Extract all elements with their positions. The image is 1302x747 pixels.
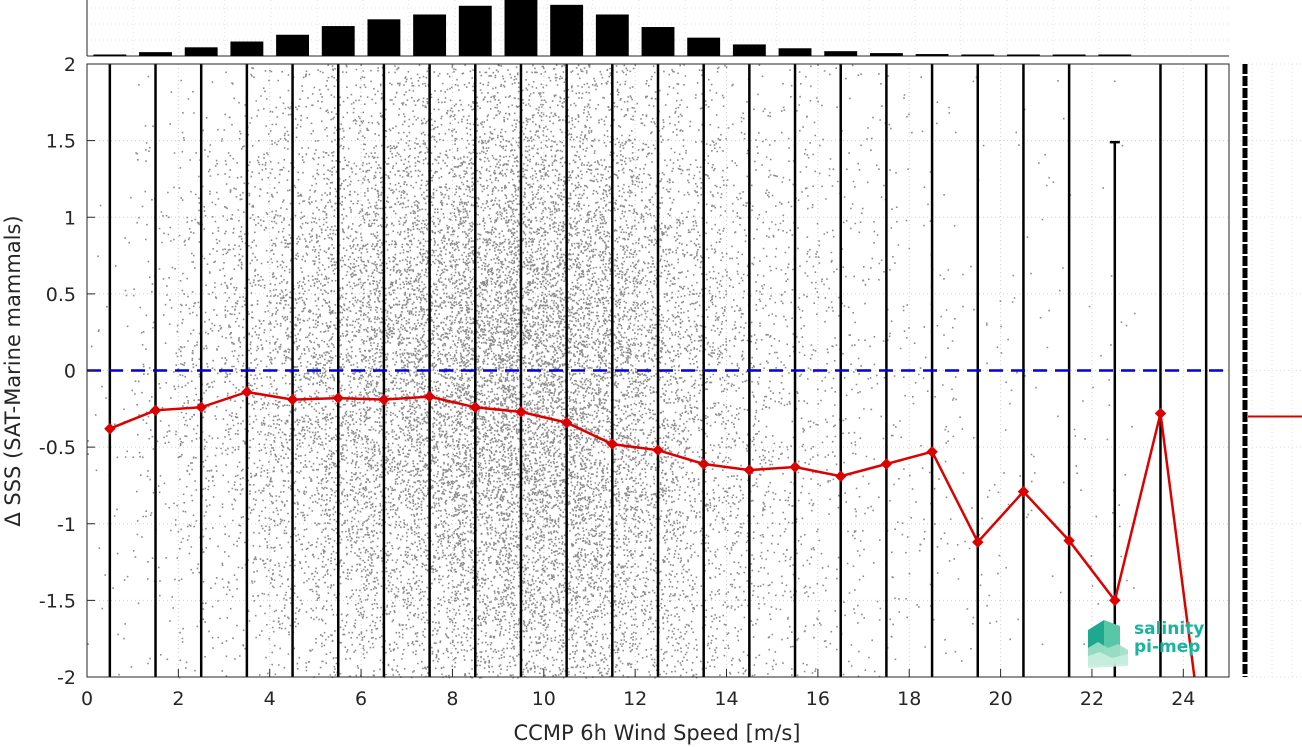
mean-point xyxy=(560,416,573,429)
x-tick-label: 12 xyxy=(623,688,647,710)
x-axis-label: CCMP 6h Wind Speed [m/s] xyxy=(514,721,801,745)
hist-bar xyxy=(550,4,584,56)
mean-point xyxy=(697,458,710,470)
mean-point xyxy=(880,458,893,470)
hist-bar xyxy=(93,54,127,56)
mean-point xyxy=(1109,594,1121,607)
y-tick-label: -2 xyxy=(57,667,76,689)
mean-point xyxy=(1063,534,1075,547)
hist-bar xyxy=(276,34,310,56)
hist-bar xyxy=(687,37,721,56)
hist-bar xyxy=(1006,54,1040,56)
hist-bar xyxy=(504,0,538,56)
y-tick-label: 0.5 xyxy=(46,284,76,306)
x-tick-label: 4 xyxy=(264,688,276,710)
mean-point xyxy=(104,423,116,435)
mean-point xyxy=(1154,407,1167,420)
hist-bar xyxy=(321,26,355,56)
axes xyxy=(86,63,1230,678)
logo-waves-icon xyxy=(1088,620,1128,668)
hist-bar xyxy=(778,48,812,56)
logo-line-2: pi-mep xyxy=(1134,637,1201,657)
hist-bar xyxy=(732,44,766,56)
mean-point xyxy=(1017,485,1030,498)
logo-line-1: salinity xyxy=(1134,619,1205,639)
mean-point xyxy=(652,444,664,456)
histogram-panel xyxy=(86,0,1229,57)
mean-series xyxy=(104,386,1196,677)
x-tick-label: 14 xyxy=(714,688,738,710)
hist-bar xyxy=(458,5,492,57)
x-tick-label: 2 xyxy=(172,688,184,710)
x-tick-label: 20 xyxy=(989,688,1013,710)
right-distribution-panel xyxy=(1240,63,1302,678)
mean-point xyxy=(286,393,299,406)
x-tick-label: 24 xyxy=(1171,688,1195,710)
mean-point xyxy=(469,401,481,413)
hist-bar xyxy=(824,51,858,56)
mean-point xyxy=(835,470,847,482)
mean-point xyxy=(241,386,253,398)
y-tick-label: -0.5 xyxy=(39,437,76,459)
y-tick-label: 1 xyxy=(64,207,76,229)
mean-point xyxy=(378,393,390,406)
mean-point xyxy=(926,446,938,458)
x-tick-label: 10 xyxy=(532,688,556,710)
x-tick-label: 16 xyxy=(806,688,830,710)
mean-point xyxy=(332,392,344,404)
y-axis-label: Δ SSS (SAT-Marine mammals) xyxy=(1,215,25,526)
hist-bar xyxy=(1098,54,1132,56)
hist-bar xyxy=(1052,54,1086,56)
mean-point xyxy=(423,390,436,403)
tick-labels: 0 2 4 6 8 10 12 14 16 18 20 22 2421.510.50-0.5-1-1.5… xyxy=(39,54,1195,710)
hist-bar xyxy=(869,53,903,56)
x-tick-label: 8 xyxy=(446,688,458,710)
mean-point xyxy=(149,404,162,417)
y-tick-label: -1 xyxy=(57,514,76,536)
hist-bar xyxy=(184,47,218,56)
hist-bar xyxy=(367,19,401,56)
hist-bar xyxy=(139,52,172,56)
mean-point xyxy=(743,464,756,476)
hist-bar xyxy=(915,54,949,56)
x-tick-label: 0 xyxy=(81,688,93,710)
x-tick-label: 22 xyxy=(1080,688,1104,710)
hist-bar xyxy=(595,14,629,57)
y-tick-label: 0 xyxy=(64,361,76,383)
salinity-pi-mep-logo: salinity pi-mep xyxy=(1084,618,1214,668)
hist-bar xyxy=(641,27,675,56)
mean-point xyxy=(515,406,527,418)
y-tick-label: 2 xyxy=(64,54,76,76)
hist-bar xyxy=(961,54,995,56)
mean-point xyxy=(606,438,619,450)
x-tick-label: 6 xyxy=(355,688,367,710)
x-tick-label: 18 xyxy=(897,688,921,710)
hist-bar xyxy=(230,41,264,56)
mean-point xyxy=(972,536,984,548)
mean-point xyxy=(195,401,207,413)
hist-bar xyxy=(413,14,447,57)
mean-point xyxy=(789,461,801,473)
y-tick-label: -1.5 xyxy=(39,590,76,612)
y-tick-label: 1.5 xyxy=(46,131,76,153)
